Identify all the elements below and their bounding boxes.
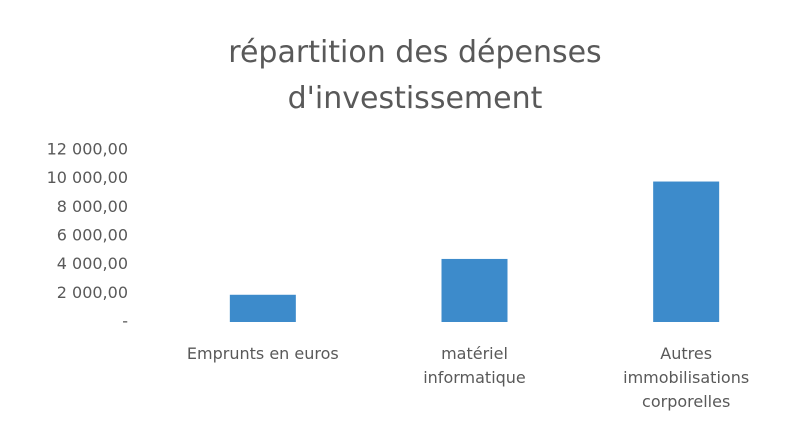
y-tick-label: 2 000,00 [57,283,128,302]
y-tick-label: - [122,312,128,331]
bar [653,181,720,322]
x-tick-label: matériel informatique [423,344,526,387]
y-tick-label: 4 000,00 [57,254,128,273]
x-tick-label: Autres immobilisations corporelles [623,344,750,411]
y-tick-label: 6 000,00 [57,226,128,245]
chart-title: répartition des dépenses d'investissemen… [228,35,602,116]
y-tick-label: 10 000,00 [47,168,128,187]
bar [441,258,508,322]
x-tick-label: Emprunts en euros [186,344,339,363]
bar [229,294,296,322]
y-tick-label: 12 000,00 [47,140,128,159]
y-tick-label: 8 000,00 [57,197,128,216]
